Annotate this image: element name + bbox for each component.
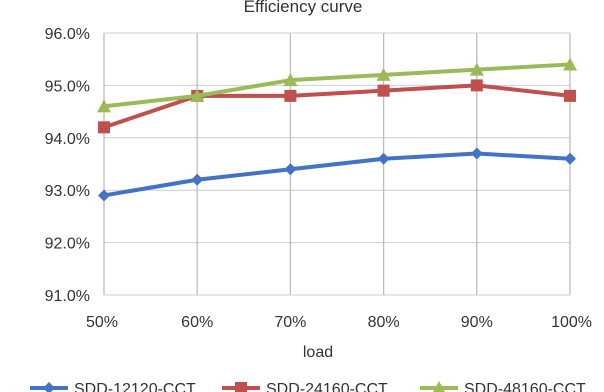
series-sdd-48160-cct [97,57,577,113]
data-point [98,121,110,134]
data-point [191,173,204,186]
y-tick-label: 96.0% [45,26,90,43]
data-series [97,57,577,202]
chart-title: Efficiency curve [244,0,363,16]
data-point [377,84,390,97]
x-tick-label: 90% [461,314,493,331]
data-point [190,88,205,102]
x-tick-label: 50% [86,314,118,331]
data-point [564,152,576,165]
data-point [469,62,484,76]
x-tick-label: 80% [368,314,400,331]
x-tick-label: 70% [274,314,306,331]
series-sdd-12120-cct [98,147,576,202]
legend-marker [433,381,445,392]
legend-marker [43,382,55,392]
data-point [376,67,391,81]
grid-lines [103,32,571,296]
data-point [470,147,483,160]
data-point [283,73,298,87]
y-tick-label: 95.0% [45,78,90,95]
series-line [103,62,571,109]
data-point [564,89,576,102]
data-point [563,57,577,71]
y-tick-label: 94.0% [45,131,90,148]
data-point [377,152,390,165]
x-axis-label: load [303,344,333,361]
data-point [284,163,297,176]
legend-marker [235,382,247,392]
y-tick-label: 91.0% [45,288,90,305]
y-tick-label: 93.0% [45,183,90,200]
legend-label: SDD-24160-CCT [266,381,388,392]
y-axis-ticks: 91.0% 92.0% 93.0% 94.0% 95.0% 96.0% [45,26,90,305]
x-axis-ticks: 50% 60% 70% 80% 90% 100% [86,314,592,331]
data-point [98,189,110,202]
legend-label: SDD-12120-CCT [74,381,196,392]
series-line [103,83,571,130]
legend-label: SDD-48160-CCT [464,381,586,392]
data-point [470,79,483,92]
legend: SDD-12120-CCT SDD-24160-CCT SDD-48160-CCT [30,381,586,392]
y-tick-label: 92.0% [45,236,90,253]
x-tick-label: 100% [551,314,592,331]
data-point [284,89,297,102]
data-point [97,99,111,113]
series-line [103,151,571,198]
x-tick-label: 60% [181,314,213,331]
